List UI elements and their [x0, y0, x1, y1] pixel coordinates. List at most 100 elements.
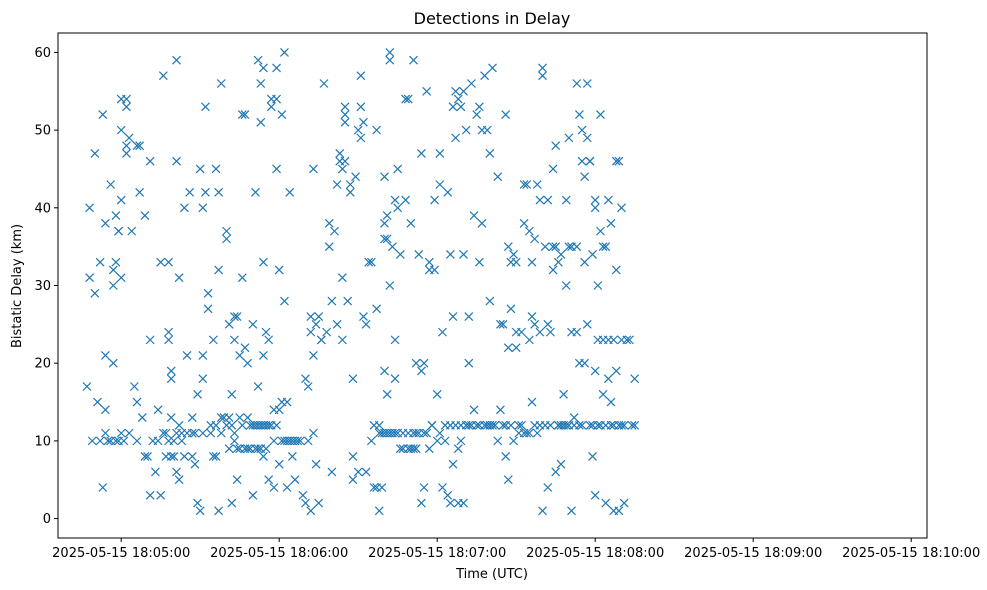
detection-marker	[287, 451, 297, 461]
detection-marker	[506, 304, 516, 314]
detection-marker	[382, 234, 392, 244]
detection-marker	[258, 451, 268, 461]
chart-title: Detections in Delay	[414, 9, 571, 28]
detection-marker	[95, 257, 105, 267]
detection-marker	[464, 312, 474, 322]
detection-marker	[606, 420, 616, 430]
detection-marker	[216, 428, 226, 438]
detection-marker	[340, 110, 350, 120]
detection-marker	[198, 203, 208, 213]
detection-marker	[108, 265, 118, 275]
detection-marker	[372, 125, 382, 135]
detection-marker	[90, 288, 100, 298]
detection-marker	[132, 141, 142, 151]
detection-marker	[351, 172, 360, 182]
detection-marker	[390, 335, 400, 345]
detection-marker	[337, 273, 347, 283]
detection-marker	[619, 420, 629, 430]
detection-marker	[459, 498, 468, 508]
detection-marker	[366, 436, 376, 446]
detection-marker	[161, 428, 171, 438]
detection-marker	[572, 327, 582, 337]
detection-marker	[224, 444, 234, 454]
detection-marker	[111, 211, 121, 221]
detection-marker	[203, 304, 213, 314]
detection-marker	[230, 436, 239, 446]
detection-marker	[361, 319, 371, 329]
detection-marker	[303, 436, 313, 446]
detection-marker	[193, 389, 202, 399]
detection-marker	[495, 405, 505, 415]
detection-marker	[248, 319, 258, 329]
detection-marker	[293, 436, 303, 446]
x-tick-label: 2025-05-15 18:10:00	[842, 546, 980, 561]
detection-marker	[208, 451, 218, 461]
detection-marker	[190, 428, 200, 438]
detection-marker	[588, 249, 597, 259]
detection-marker	[145, 335, 155, 345]
detection-marker	[306, 506, 316, 516]
detection-marker	[540, 242, 550, 252]
detection-marker	[567, 506, 576, 516]
detection-marker	[501, 110, 511, 120]
detection-marker	[340, 117, 350, 127]
detection-marker	[211, 451, 221, 461]
detection-marker	[382, 211, 392, 221]
detection-marker	[538, 63, 547, 73]
detection-marker	[622, 335, 632, 345]
detection-marker	[230, 312, 239, 322]
x-axis-label: Time (UTC)	[455, 567, 528, 582]
detection-marker	[264, 335, 274, 345]
detection-marker	[611, 265, 621, 275]
detection-marker	[103, 436, 113, 446]
detection-marker	[395, 444, 405, 454]
detection-marker	[177, 436, 187, 446]
detection-marker	[514, 420, 524, 430]
detection-marker	[630, 420, 640, 430]
detection-marker	[216, 79, 226, 88]
y-tick-label: 30	[34, 279, 51, 294]
detection-marker	[335, 148, 345, 158]
detection-marker	[585, 420, 595, 430]
detection-marker	[237, 110, 247, 120]
detection-marker	[559, 389, 569, 399]
detection-marker	[232, 312, 242, 322]
detection-marker	[111, 436, 121, 446]
detection-marker	[348, 374, 358, 384]
detection-marker	[517, 327, 526, 337]
detection-marker	[411, 428, 421, 438]
detection-marker	[611, 366, 621, 376]
detection-marker	[419, 483, 429, 492]
detection-marker	[543, 483, 553, 492]
detection-marker	[119, 436, 129, 446]
detection-marker	[530, 319, 540, 329]
detection-marker	[261, 444, 271, 454]
detection-marker	[453, 444, 463, 454]
detection-marker	[295, 436, 305, 446]
detection-marker	[438, 327, 447, 337]
detection-marker	[485, 148, 495, 158]
detection-marker	[538, 506, 547, 516]
detection-marker	[551, 242, 561, 252]
detection-marker	[237, 420, 247, 430]
detection-marker	[214, 506, 224, 516]
detection-marker	[603, 374, 613, 384]
detection-marker	[356, 102, 366, 112]
detection-marker	[593, 420, 603, 430]
detection-marker	[345, 180, 355, 189]
detection-marker	[495, 319, 505, 329]
detection-marker	[232, 444, 242, 454]
detection-marker	[488, 420, 497, 430]
detection-marker	[156, 490, 166, 500]
detection-marker	[214, 187, 224, 197]
detection-marker	[414, 249, 424, 259]
detection-marker	[314, 498, 324, 508]
detection-marker	[306, 312, 316, 322]
detection-marker	[174, 273, 184, 283]
detection-marker	[137, 413, 147, 423]
detection-marker	[435, 148, 445, 158]
detection-marker	[517, 420, 526, 430]
detection-marker	[617, 420, 626, 430]
detection-marker	[474, 102, 484, 112]
